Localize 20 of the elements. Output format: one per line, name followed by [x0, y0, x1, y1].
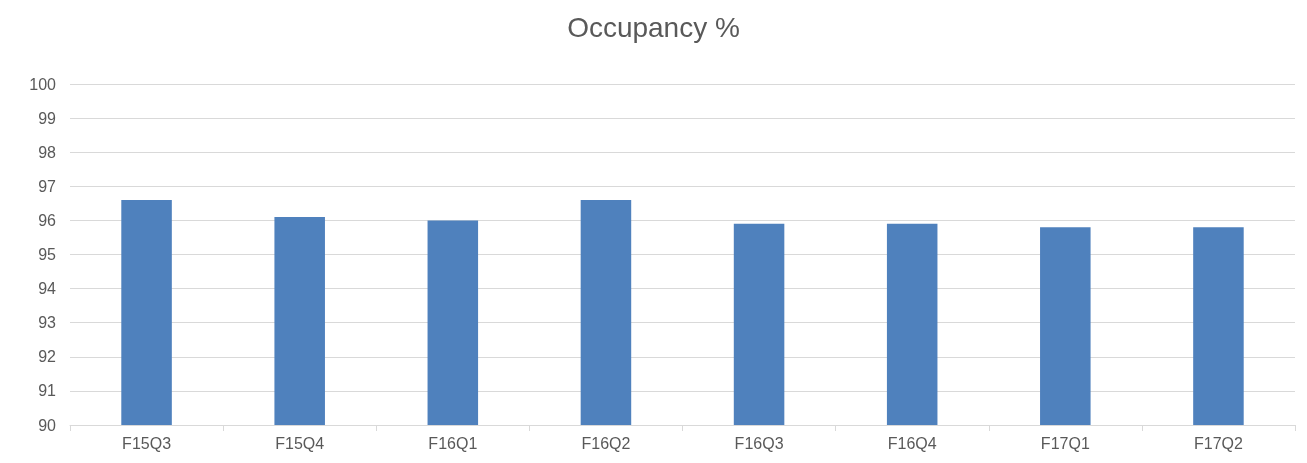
- x-tick-label: F15Q3: [122, 434, 172, 452]
- y-tick-label: 96: [38, 211, 57, 229]
- x-tick-label: F17Q2: [1193, 434, 1243, 452]
- y-tick-label: 98: [38, 143, 57, 161]
- y-tick-label: 90: [38, 416, 57, 434]
- chart-title: Occupancy %: [567, 11, 740, 43]
- x-tick-label: F16Q4: [887, 434, 937, 452]
- x-tick-label: F16Q3: [734, 434, 784, 452]
- y-tick-label: 92: [38, 348, 57, 366]
- y-tick-label: 94: [38, 280, 57, 298]
- y-tick-label: 99: [38, 109, 57, 127]
- x-tick-label: F17Q1: [1040, 434, 1090, 452]
- y-tick-label: 93: [38, 314, 57, 332]
- y-tick-label: 95: [38, 246, 57, 263]
- y-tick-label: 97: [38, 177, 57, 195]
- x-tick-label: F16Q1: [428, 434, 478, 452]
- x-tick-label: F15Q4: [275, 434, 325, 452]
- y-tick-label: 100: [29, 75, 57, 93]
- x-tick-label: F16Q2: [581, 434, 631, 452]
- y-tick-label: 91: [38, 382, 57, 400]
